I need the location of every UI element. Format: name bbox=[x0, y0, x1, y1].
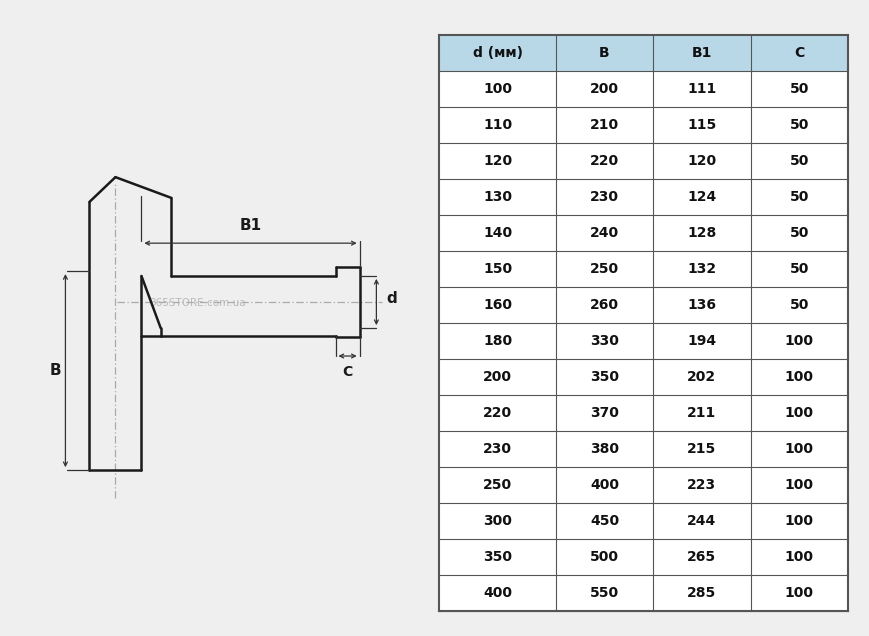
Text: 100: 100 bbox=[482, 82, 512, 96]
Text: 50: 50 bbox=[788, 262, 808, 276]
Text: 120: 120 bbox=[687, 154, 715, 168]
Text: B1: B1 bbox=[239, 218, 262, 233]
Text: 200: 200 bbox=[589, 82, 619, 96]
Text: 300: 300 bbox=[482, 514, 512, 528]
Text: 50: 50 bbox=[788, 118, 808, 132]
Text: C: C bbox=[793, 46, 803, 60]
Text: 132: 132 bbox=[687, 262, 715, 276]
Text: 202: 202 bbox=[687, 370, 715, 384]
Text: 120: 120 bbox=[482, 154, 512, 168]
Text: 240: 240 bbox=[589, 226, 619, 240]
Text: 380: 380 bbox=[589, 441, 619, 455]
Text: d: d bbox=[386, 291, 396, 307]
Text: B: B bbox=[50, 363, 61, 378]
Text: 140: 140 bbox=[482, 226, 512, 240]
Text: 230: 230 bbox=[589, 190, 619, 204]
Text: 223: 223 bbox=[687, 478, 715, 492]
Text: 500: 500 bbox=[589, 550, 619, 563]
Text: 100: 100 bbox=[784, 550, 813, 563]
Text: 550: 550 bbox=[589, 586, 619, 600]
Text: 215: 215 bbox=[687, 441, 716, 455]
Text: 370: 370 bbox=[589, 406, 618, 420]
Text: 244: 244 bbox=[687, 514, 716, 528]
Bar bbox=[439, 35, 847, 71]
Bar bbox=[439, 35, 847, 611]
Text: 230: 230 bbox=[482, 441, 512, 455]
Text: 160: 160 bbox=[482, 298, 512, 312]
Text: 194: 194 bbox=[687, 334, 715, 348]
Text: d (мм): d (мм) bbox=[472, 46, 522, 60]
Text: 350: 350 bbox=[482, 550, 512, 563]
Text: 365STORE.com.ua: 365STORE.com.ua bbox=[149, 298, 246, 308]
Text: 150: 150 bbox=[482, 262, 512, 276]
Text: 128: 128 bbox=[687, 226, 716, 240]
Text: 110: 110 bbox=[482, 118, 512, 132]
Text: C: C bbox=[342, 365, 352, 379]
Text: 250: 250 bbox=[589, 262, 619, 276]
Text: 180: 180 bbox=[482, 334, 512, 348]
Text: 220: 220 bbox=[589, 154, 619, 168]
Text: 210: 210 bbox=[589, 118, 619, 132]
Text: 100: 100 bbox=[784, 441, 813, 455]
Text: 130: 130 bbox=[482, 190, 512, 204]
Text: 50: 50 bbox=[788, 82, 808, 96]
Text: 285: 285 bbox=[687, 586, 716, 600]
Text: 350: 350 bbox=[589, 370, 619, 384]
Text: 50: 50 bbox=[788, 154, 808, 168]
Text: 260: 260 bbox=[589, 298, 619, 312]
Text: B1: B1 bbox=[691, 46, 711, 60]
Text: 265: 265 bbox=[687, 550, 715, 563]
Text: 100: 100 bbox=[784, 478, 813, 492]
Text: 450: 450 bbox=[589, 514, 619, 528]
Text: 50: 50 bbox=[788, 190, 808, 204]
Text: 136: 136 bbox=[687, 298, 715, 312]
Text: 100: 100 bbox=[784, 370, 813, 384]
Text: 100: 100 bbox=[784, 334, 813, 348]
Text: 220: 220 bbox=[482, 406, 512, 420]
Text: 115: 115 bbox=[687, 118, 716, 132]
Text: 100: 100 bbox=[784, 586, 813, 600]
Text: B: B bbox=[599, 46, 609, 60]
Text: 400: 400 bbox=[589, 478, 619, 492]
Text: 330: 330 bbox=[589, 334, 618, 348]
Text: 50: 50 bbox=[788, 226, 808, 240]
Text: 111: 111 bbox=[687, 82, 716, 96]
Text: 50: 50 bbox=[788, 298, 808, 312]
Text: 211: 211 bbox=[687, 406, 716, 420]
Text: 124: 124 bbox=[687, 190, 716, 204]
Text: 250: 250 bbox=[482, 478, 512, 492]
Text: 100: 100 bbox=[784, 406, 813, 420]
Text: 400: 400 bbox=[482, 586, 512, 600]
Text: 200: 200 bbox=[482, 370, 512, 384]
Text: 100: 100 bbox=[784, 514, 813, 528]
